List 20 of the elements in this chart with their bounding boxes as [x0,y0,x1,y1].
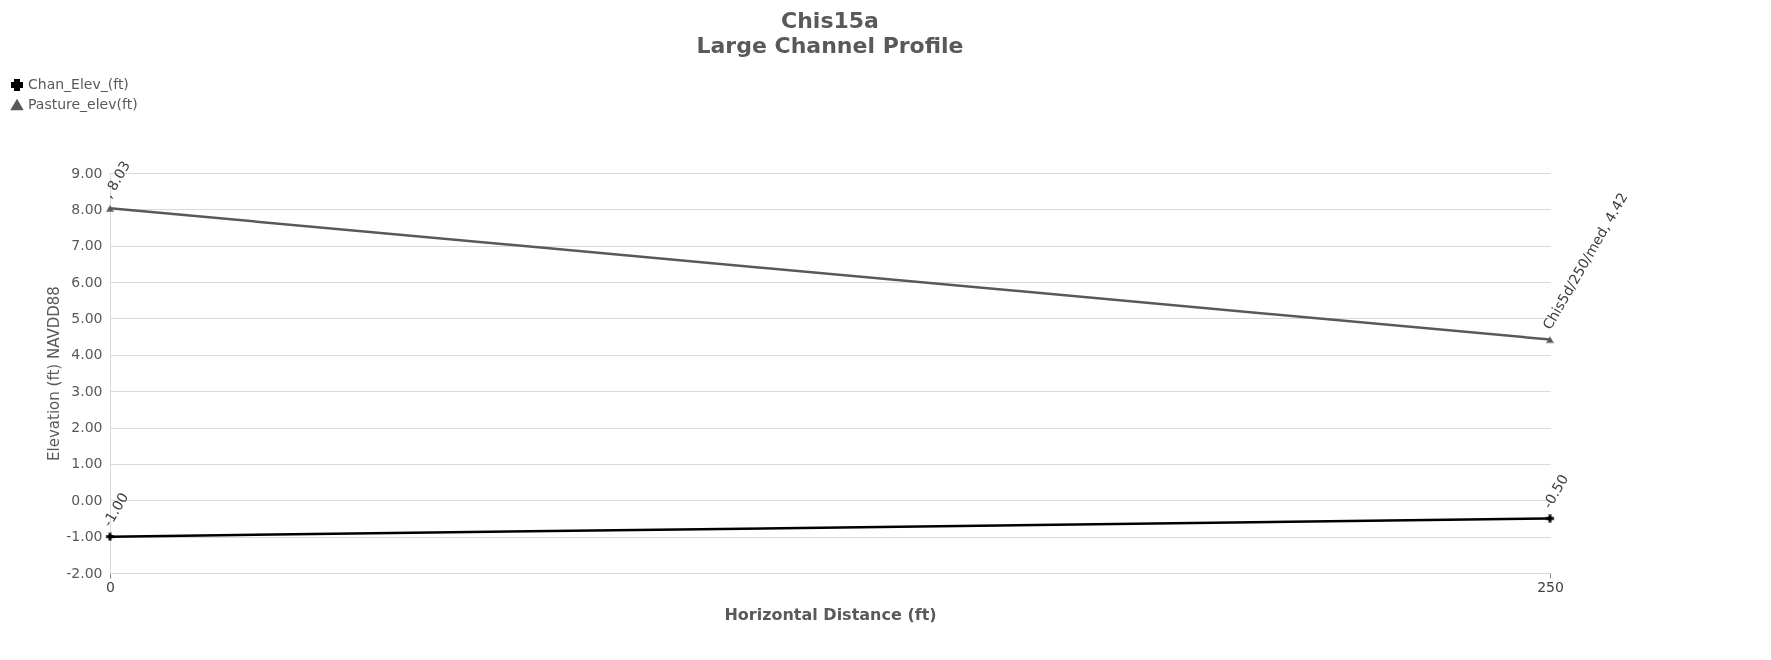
y-tick-label: 0.00 [71,491,103,508]
y-tick-label: 3.00 [71,382,103,399]
x-tick-label: 250 [1537,578,1564,595]
y-tick-label: 4.00 [71,346,103,363]
y-tick-label: 8.00 [71,200,103,217]
legend-label: Pasture_elev(ft) [28,96,138,112]
y-tick-label: 9.00 [71,164,103,181]
chart-title: Chis15a [781,8,879,33]
y-tick-label: 1.00 [71,455,103,472]
chart-subtitle: Large Channel Profile [696,33,964,58]
x-tick-label: 0 [106,578,115,595]
y-tick-label: 7.00 [71,237,103,254]
y-tick-label: -2.00 [66,564,103,581]
y-tick-label: -1.00 [66,528,103,545]
y-tick-label: 6.00 [71,273,103,290]
y-axis-title: Elevation (ft) NAVDD88 [45,286,64,461]
x-axis-title: Horizontal Distance (ft) [724,604,937,624]
y-tick-label: 2.00 [71,419,103,436]
y-tick-label: 5.00 [71,309,103,326]
legend-label: Chan_Elev_(ft) [28,76,129,92]
